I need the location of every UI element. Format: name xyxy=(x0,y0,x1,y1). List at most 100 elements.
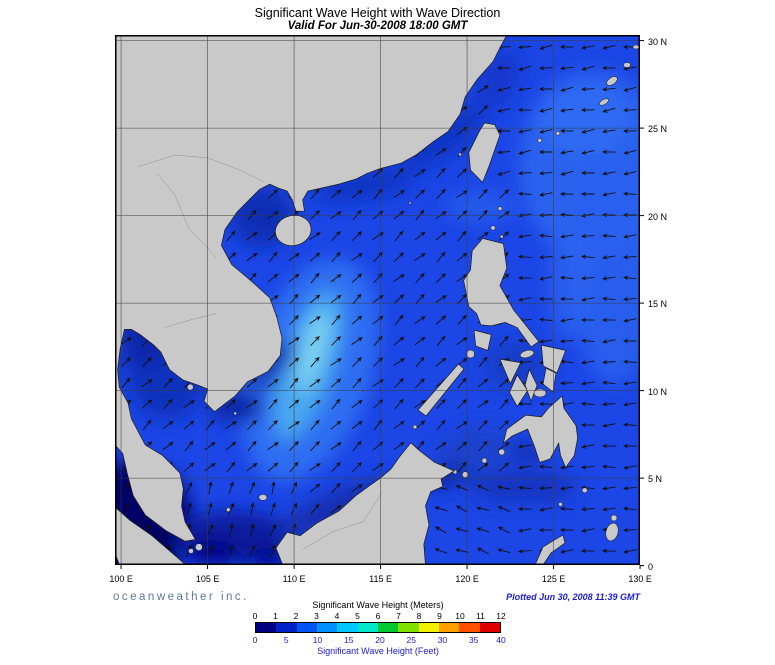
graticule xyxy=(115,35,640,565)
land-babuyan-1 xyxy=(490,225,496,231)
legend-color-segment xyxy=(377,623,399,632)
land-jolo xyxy=(481,457,488,464)
legend-color-segment xyxy=(398,623,419,632)
land-morotai xyxy=(610,514,618,522)
land-calamian xyxy=(466,349,475,359)
lon-tick-label: 105 E xyxy=(195,574,220,584)
legend-meters-tick: 11 xyxy=(476,611,485,621)
legend-feet-tick: 0 xyxy=(252,635,258,645)
legend-meters-tick: 6 xyxy=(375,611,381,621)
legend-color-segment xyxy=(337,623,358,632)
land-tawitawi xyxy=(462,471,469,478)
land-batanes-1 xyxy=(497,206,503,211)
land-penghu xyxy=(458,152,462,157)
land-borneo xyxy=(275,442,455,565)
land-ishigaki xyxy=(537,138,542,143)
legend-color-segment xyxy=(438,623,460,632)
lon-tick-label: 120 E xyxy=(455,574,479,584)
land-paracel-2 xyxy=(332,279,336,283)
legend-meters-tick: 5 xyxy=(355,611,360,621)
legend-feet-tick: 20 xyxy=(375,635,385,645)
land-spratly-2 xyxy=(371,395,375,399)
land-bohol xyxy=(533,388,547,398)
lat-tick-label: 10 N xyxy=(648,386,668,397)
map-border xyxy=(115,35,640,565)
lon-tick-label: 115 E xyxy=(369,574,393,584)
legend-meters-ticks: 0 1 2 3 4 5 6 7 8 9 10 11 12 xyxy=(252,611,506,621)
lon-tick-label: 110 E xyxy=(282,574,306,584)
lat-tick-label: 30 N xyxy=(648,36,668,47)
land-miyako xyxy=(555,131,561,136)
legend-meters-tick: 9 xyxy=(437,611,442,621)
chart-subtitle: Valid For Jun-30-2008 18:00 GMT xyxy=(287,20,468,32)
land-natuna xyxy=(258,494,268,501)
lat-tick-label: 5 N xyxy=(648,474,663,485)
land-leyte xyxy=(542,367,557,393)
land-bintan xyxy=(195,543,203,551)
land-sangihe xyxy=(558,502,563,507)
land-phu-quoc xyxy=(187,383,194,391)
legend-feet-tick: 10 xyxy=(312,635,323,645)
legend-feet-title: Significant Wave Height (Feet) xyxy=(317,646,439,656)
legend-feet-ticks: 0 5 10 15 20 25 30 35 40 xyxy=(252,635,506,645)
legend-feet-tick: 15 xyxy=(343,635,354,645)
legend-feet-tick: 30 xyxy=(437,635,448,645)
legend-meters-tick: 2 xyxy=(293,611,299,621)
land-okinawa xyxy=(599,98,609,106)
legend-meters-tick: 0 xyxy=(252,611,258,621)
land-palawan xyxy=(417,363,465,417)
legend-color-segment xyxy=(296,623,317,632)
land-masbate xyxy=(519,349,535,359)
legend-color-segment xyxy=(316,623,338,632)
legend-meters-tick: 4 xyxy=(334,611,340,621)
lon-tick-label: 130 E xyxy=(628,574,652,584)
legend-color-segment xyxy=(256,623,277,632)
legend-meters-tick: 7 xyxy=(396,611,401,621)
legend-meters-tick: 8 xyxy=(416,611,422,621)
land-mindanao xyxy=(502,395,579,469)
legend-color-segment xyxy=(418,623,439,632)
legend-meters-tick: 10 xyxy=(455,611,465,621)
lat-tick-label: 25 N xyxy=(648,124,668,135)
legend-feet-tick: 35 xyxy=(468,635,479,645)
land-pratas xyxy=(408,201,412,205)
land-babuyan-2 xyxy=(499,234,504,239)
land-batam xyxy=(188,548,194,554)
land-amami-2 xyxy=(623,62,631,68)
land-mainland-asia xyxy=(115,35,508,542)
legend-color-segment xyxy=(479,623,500,632)
land-con-son xyxy=(233,411,237,416)
legend-meters-tick: 3 xyxy=(314,611,319,621)
legend-feet-tick: 5 xyxy=(283,635,289,645)
land-anambas xyxy=(226,507,231,512)
chart-title: Significant Wave Height with Wave Direct… xyxy=(254,6,501,20)
landmasses xyxy=(115,35,640,565)
land-mindoro xyxy=(473,329,492,351)
land-halmahera-tip xyxy=(605,522,619,542)
lon-tick-label: 100 E xyxy=(109,574,133,584)
legend-feet-tick: 25 xyxy=(406,635,416,645)
legend-color-segment xyxy=(459,623,480,632)
legend-feet-tick: 40 xyxy=(496,635,506,645)
land-amami-1 xyxy=(606,76,618,86)
map-svg xyxy=(115,35,644,569)
legend-meters-tick: 12 xyxy=(496,611,506,621)
legend-color-segment xyxy=(357,623,378,632)
land-talaud xyxy=(581,487,588,494)
land-balabac xyxy=(412,424,418,430)
land-sulawesi-tip xyxy=(534,534,566,565)
axis-ticks xyxy=(120,40,644,569)
plotted-timestamp: Plotted Jun 30, 2008 11:39 GMT xyxy=(506,592,640,602)
lat-tick-label: 15 N xyxy=(648,299,668,310)
legend-color-segment xyxy=(276,623,297,632)
land-basilan xyxy=(498,448,505,456)
land-paracel-1 xyxy=(326,275,330,279)
legend-color-bar xyxy=(255,622,501,633)
map xyxy=(115,35,644,569)
land-panay xyxy=(499,358,522,385)
oceanweather-logo: oceanweather inc. xyxy=(113,591,249,603)
land-amami-3 xyxy=(632,44,640,50)
lat-tick-label: 0 xyxy=(648,561,654,572)
legend-meters-tick: 1 xyxy=(273,611,278,621)
